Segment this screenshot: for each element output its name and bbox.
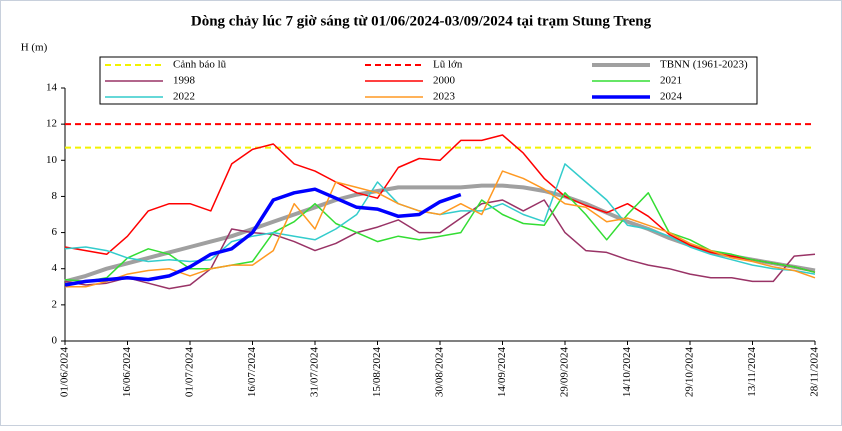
legend-label: 2021 [660,75,682,87]
x-tick-label: 14/10/2024 [621,347,633,398]
y-tick-label: 12 [46,118,57,130]
x-tick-label: 01/06/2024 [59,347,71,398]
x-tick-label: 15/08/2024 [371,347,383,398]
y-tick-label: 4 [52,262,58,274]
legend-label: 2022 [173,91,195,103]
y-tick-label: 0 [52,335,58,347]
chart-title: Dòng chảy lúc 7 giờ sáng từ 01/06/2024-0… [191,13,652,29]
y-tick-label: 8 [52,190,58,202]
legend-label: 2000 [433,75,456,87]
legend-label: 1998 [173,75,196,87]
legend-label: Cảnh báo lũ [173,59,227,71]
series-line [65,170,816,288]
x-tick-label: 31/07/2024 [309,347,321,398]
x-tick-label: 28/11/2024 [809,347,821,397]
legend-label: TBNN (1961-2023) [660,59,748,71]
series-line [64,134,816,274]
x-tick-label: 29/09/2024 [559,347,571,398]
y-tick-label: 2 [52,298,58,310]
x-tick-label: 16/07/2024 [246,347,258,398]
legend-label: Lũ lớn [433,59,463,71]
series-line [64,187,462,287]
x-tick-label: 13/11/2024 [746,347,758,397]
legend-label: 2023 [433,91,456,103]
x-tick-label: 14/09/2024 [496,347,508,398]
x-tick-label: 16/06/2024 [121,347,133,398]
x-tick-label: 30/08/2024 [434,347,446,398]
legend-label: 2024 [660,91,683,103]
y-tick-label: 6 [52,226,58,238]
x-tick-label: 29/10/2024 [684,347,696,398]
series-line [64,199,816,290]
y-tick-label: 14 [46,82,58,94]
y-axis-label: H (m) [21,42,48,54]
x-tick-label: 01/07/2024 [184,347,196,398]
y-tick-label: 10 [46,154,58,166]
